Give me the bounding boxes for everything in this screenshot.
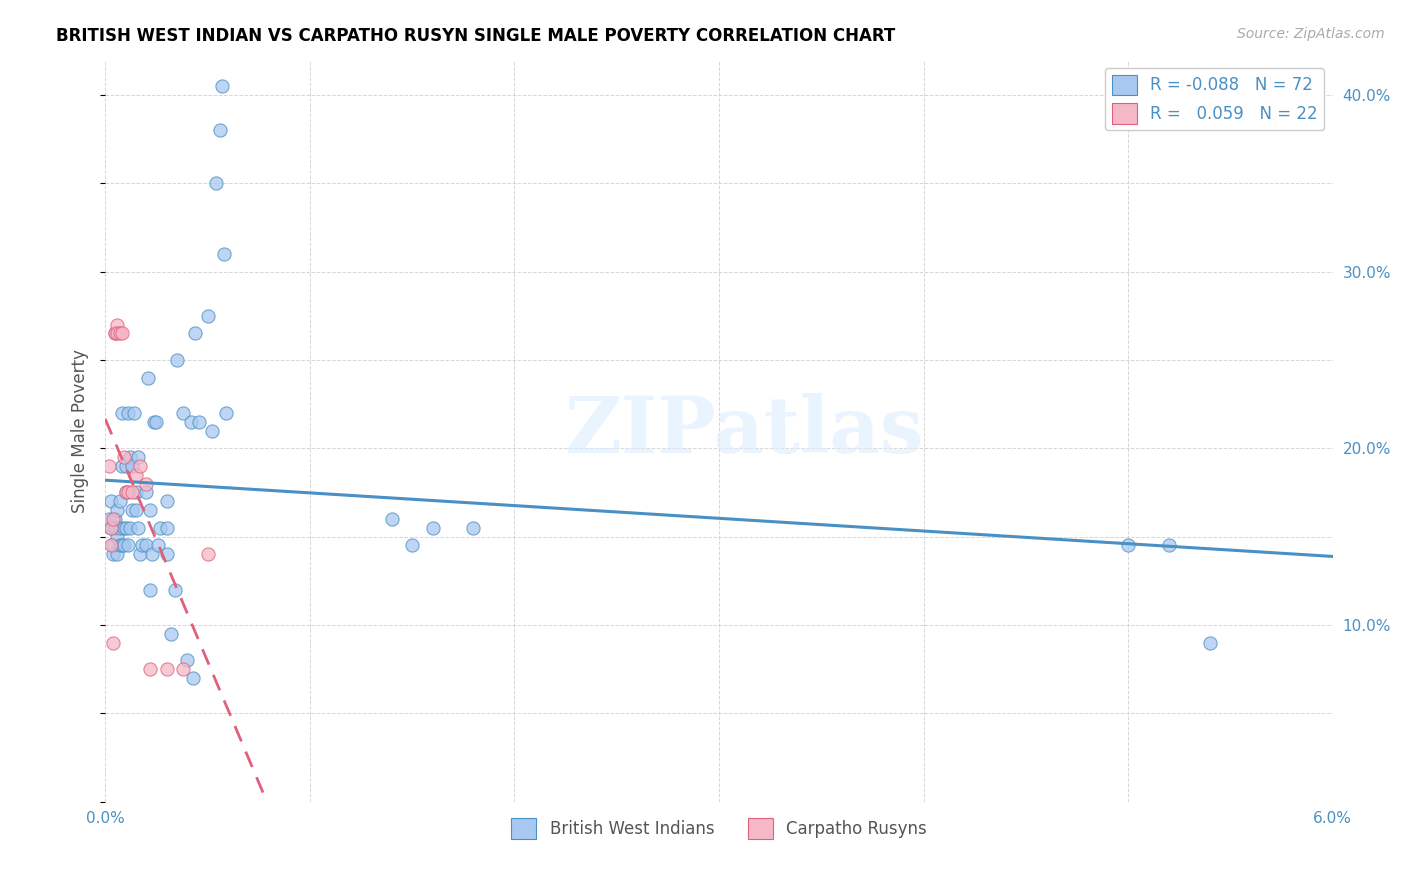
Point xyxy=(112,521,135,535)
Point xyxy=(107,547,129,561)
Point xyxy=(143,415,166,429)
Point xyxy=(212,247,235,261)
Point xyxy=(176,653,198,667)
Point xyxy=(131,538,153,552)
Point xyxy=(110,406,132,420)
Point xyxy=(381,512,404,526)
Point xyxy=(208,123,231,137)
Point xyxy=(136,370,159,384)
Point xyxy=(127,450,149,464)
Point xyxy=(117,485,139,500)
Point xyxy=(108,538,131,552)
Point xyxy=(107,326,129,341)
Point xyxy=(121,485,143,500)
Point xyxy=(139,582,162,597)
Point xyxy=(188,415,211,429)
Point xyxy=(200,424,222,438)
Point xyxy=(104,521,127,535)
Point xyxy=(112,538,135,552)
Point xyxy=(110,326,132,341)
Point xyxy=(184,326,207,341)
Point xyxy=(197,547,219,561)
Point xyxy=(103,635,125,649)
Point xyxy=(100,521,122,535)
Point xyxy=(204,176,226,190)
Point xyxy=(108,521,131,535)
Point xyxy=(159,626,181,640)
Point xyxy=(110,458,132,473)
Point xyxy=(104,512,127,526)
Point xyxy=(141,547,163,561)
Point xyxy=(149,521,172,535)
Point xyxy=(139,662,162,676)
Point xyxy=(127,521,149,535)
Point xyxy=(401,538,423,552)
Point xyxy=(100,494,122,508)
Point xyxy=(1116,538,1139,552)
Point xyxy=(100,538,122,552)
Y-axis label: Single Male Poverty: Single Male Poverty xyxy=(72,349,89,513)
Point xyxy=(129,547,152,561)
Point xyxy=(148,538,170,552)
Point xyxy=(215,406,238,420)
Point xyxy=(163,582,186,597)
Point xyxy=(155,662,177,676)
Point xyxy=(108,494,131,508)
Point xyxy=(98,458,121,473)
Point xyxy=(145,415,167,429)
Point xyxy=(135,476,157,491)
Point xyxy=(139,503,162,517)
Point xyxy=(110,538,132,552)
Point xyxy=(180,415,202,429)
Point xyxy=(104,326,127,341)
Point xyxy=(166,353,188,368)
Point xyxy=(135,538,157,552)
Point xyxy=(155,547,177,561)
Point xyxy=(114,521,136,535)
Point xyxy=(125,467,148,482)
Point xyxy=(103,547,125,561)
Point xyxy=(118,450,141,464)
Point xyxy=(117,538,139,552)
Point xyxy=(197,309,219,323)
Point xyxy=(1159,538,1181,552)
Point xyxy=(108,326,131,341)
Point xyxy=(112,450,135,464)
Point xyxy=(129,458,152,473)
Point xyxy=(114,485,136,500)
Point xyxy=(104,521,127,535)
Point xyxy=(104,326,127,341)
Text: ZIPatlas: ZIPatlas xyxy=(564,392,924,468)
Point xyxy=(211,79,233,94)
Point xyxy=(121,458,143,473)
Point xyxy=(155,494,177,508)
Point xyxy=(107,530,129,544)
Point xyxy=(181,671,204,685)
Point xyxy=(103,512,125,526)
Point xyxy=(155,521,177,535)
Point xyxy=(125,503,148,517)
Point xyxy=(118,521,141,535)
Point xyxy=(135,485,157,500)
Point xyxy=(125,485,148,500)
Point xyxy=(117,406,139,420)
Point xyxy=(463,521,485,535)
Point xyxy=(422,521,444,535)
Text: BRITISH WEST INDIAN VS CARPATHO RUSYN SINGLE MALE POVERTY CORRELATION CHART: BRITISH WEST INDIAN VS CARPATHO RUSYN SI… xyxy=(56,27,896,45)
Point xyxy=(121,503,143,517)
Point xyxy=(107,503,129,517)
Point xyxy=(100,521,122,535)
Point xyxy=(114,458,136,473)
Point xyxy=(1199,635,1222,649)
Text: Source: ZipAtlas.com: Source: ZipAtlas.com xyxy=(1237,27,1385,41)
Point xyxy=(172,662,194,676)
Point xyxy=(107,318,129,332)
Legend: British West Indians, Carpatho Rusyns: British West Indians, Carpatho Rusyns xyxy=(505,812,934,846)
Point xyxy=(172,406,194,420)
Point xyxy=(114,485,136,500)
Point xyxy=(122,406,145,420)
Point xyxy=(98,512,121,526)
Point xyxy=(103,538,125,552)
